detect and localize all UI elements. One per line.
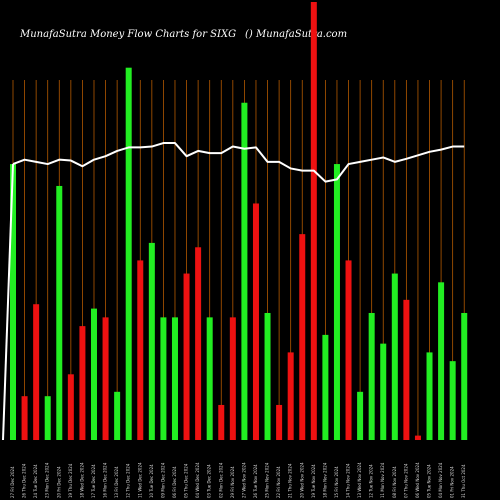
x-tick-label: 27 Wed Nov 2024: [241, 462, 246, 498]
bar: [403, 299, 410, 440]
x-tick-label: 23 Mon Dec 2024: [45, 462, 50, 498]
x-tick-label: 12 Thu Dec 2024: [126, 463, 131, 498]
x-tick-label: 11 Wed Dec 2024: [137, 462, 142, 498]
bar: [357, 391, 364, 440]
site-credit: () MunafaSutra.com: [245, 29, 347, 40]
x-tick-label: 13 Wed Nov 2024: [357, 462, 362, 498]
x-tick-label: 04 Mon Nov 2024: [438, 462, 443, 498]
series-line: [12, 142, 465, 183]
bar: [206, 317, 213, 440]
x-tick-label: 18 Wed Dec 2024: [79, 462, 84, 498]
bar: [426, 352, 433, 440]
x-tick-labels: 27 Fri Dec 2024 26 Thu Dec 2024 24 Tue Dec…: [10, 462, 466, 498]
x-tick-label: 31 Thu Oct 2024: [461, 464, 466, 498]
bar: [229, 317, 236, 440]
x-tick-label: 21 Thu Nov 2024: [288, 463, 293, 498]
series-line-start: [2, 164, 14, 441]
bar: [90, 308, 97, 440]
bar: [125, 67, 132, 440]
bar: [241, 102, 248, 441]
x-tick-label: 20 Wed Nov 2024: [299, 462, 304, 498]
x-tick-label: 17 Tue Dec 2024: [91, 464, 96, 498]
x-tick-label: 19 Tue Nov 2024: [311, 464, 316, 498]
x-tick-label: 25 Mon Nov 2024: [265, 462, 270, 498]
bar: [264, 312, 271, 440]
x-tick-label: 03 Tue Dec 2024: [207, 464, 212, 498]
bar: [195, 247, 202, 440]
bar: [67, 374, 74, 440]
x-tick-label: 02 Mon Dec 2024: [218, 462, 223, 498]
bar: [345, 260, 352, 440]
bar: [449, 361, 456, 440]
line-series-group: [2, 142, 465, 441]
x-tick-label: 26 Tue Nov 2024: [253, 464, 258, 498]
x-tick-label: 22 Fri Nov 2024: [276, 466, 281, 498]
bar: [368, 312, 375, 440]
bar: [461, 312, 468, 440]
bar: [160, 317, 167, 440]
x-tick-label: 26 Thu Dec 2024: [22, 463, 27, 498]
x-tick-label: 19 Thu Dec 2024: [68, 463, 73, 498]
x-tick-label: 20 Fri Dec 2024: [56, 466, 61, 498]
x-tick-label: 01 Fri Nov 2024: [450, 466, 455, 498]
x-tick-label: 15 Fri Nov 2024: [334, 466, 339, 498]
x-tick-label: 18 Mon Nov 2024: [322, 462, 327, 498]
bar: [21, 396, 28, 440]
x-tick-label: 13 Fri Dec 2024: [114, 466, 119, 498]
x-tick-label: 09 Mon Dec 2024: [160, 462, 165, 498]
bar: [333, 164, 340, 440]
x-tick-label: 06 Wed Nov 2024: [415, 462, 420, 498]
bar: [33, 304, 40, 440]
x-tick-label: 07 Thu Nov 2024: [403, 463, 408, 498]
x-tick-label: 11 Mon Nov 2024: [380, 462, 385, 498]
bar: [137, 260, 144, 440]
bar: [252, 203, 259, 440]
bar: [299, 234, 306, 440]
bar: [276, 404, 283, 440]
bar: [171, 317, 178, 440]
bar: [391, 273, 398, 440]
x-tick-label: 12 Tue Nov 2024: [369, 464, 374, 498]
bar: [218, 404, 225, 440]
x-tick-label: 14 Thu Nov 2024: [346, 463, 351, 498]
x-tick-label: 04 Wed Dec 2024: [195, 462, 200, 498]
x-tick-label: 24 Tue Dec 2024: [33, 464, 38, 498]
x-tick-label: 08 Fri Nov 2024: [392, 466, 397, 498]
x-tick-label: 06 Fri Dec 2024: [172, 466, 177, 498]
bar: [10, 164, 16, 440]
bar: [310, 2, 317, 440]
bar: [287, 352, 294, 440]
bar: [183, 273, 190, 440]
bar: [56, 185, 63, 440]
bar: [322, 334, 329, 440]
chart-title: MunafaSutra Money Flow Charts for SIXG: [19, 29, 236, 40]
x-tick-label: 29 Fri Nov 2024: [230, 466, 235, 498]
bar: [79, 326, 86, 440]
bars-group: [10, 2, 468, 441]
bar: [414, 435, 421, 440]
x-tick-label: 05 Tue Nov 2024: [427, 464, 432, 498]
bar: [114, 391, 121, 440]
bar: [148, 242, 155, 440]
x-tick-label: 27 Fri Dec 2024: [10, 466, 15, 498]
x-tick-label: 05 Thu Dec 2024: [184, 463, 189, 498]
x-tick-label: 16 Mon Dec 2024: [103, 462, 108, 498]
bar: [102, 317, 109, 440]
bar: [380, 343, 387, 440]
bar: [44, 396, 51, 440]
x-tick-label: 10 Tue Dec 2024: [149, 464, 154, 498]
bar: [438, 282, 445, 440]
